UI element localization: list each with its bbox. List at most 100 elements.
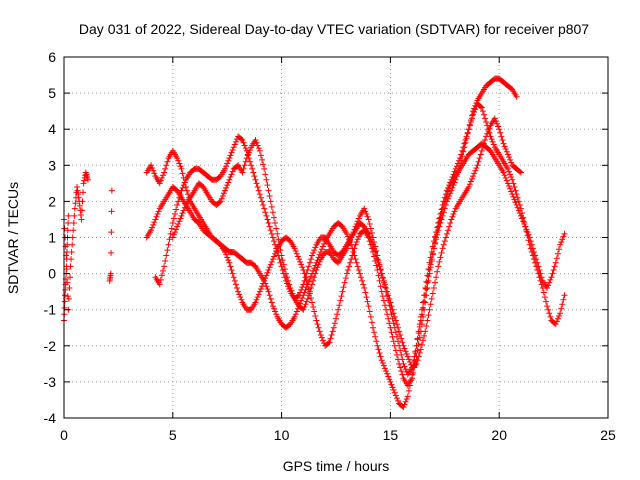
- data-point: [316, 258, 323, 265]
- data-point: [294, 253, 301, 260]
- data-point: [252, 137, 259, 144]
- data-point: [512, 199, 519, 206]
- y-tick-label: 5: [48, 85, 56, 101]
- data-point: [353, 259, 360, 266]
- data-point: [393, 333, 400, 340]
- data-point: [373, 252, 380, 259]
- data-point: [508, 174, 515, 181]
- data-point: [474, 162, 481, 169]
- data-point: [363, 211, 370, 218]
- data-point: [496, 126, 503, 133]
- data-point: [544, 303, 551, 310]
- data-point: [488, 136, 495, 143]
- data-point: [80, 189, 87, 196]
- data-point: [304, 266, 311, 273]
- data-point: [510, 193, 517, 200]
- data-point: [560, 296, 567, 303]
- data-point: [440, 209, 447, 216]
- data-point: [406, 359, 413, 366]
- data-point: [368, 319, 375, 326]
- data-point: [448, 187, 455, 194]
- data-point: [177, 215, 184, 222]
- data-point: [149, 224, 156, 231]
- data-point: [321, 240, 328, 247]
- data-point: [427, 301, 434, 308]
- data-point: [422, 299, 429, 306]
- x-tick-label: 10: [274, 427, 290, 443]
- data-point: [355, 233, 362, 240]
- data-point: [483, 118, 490, 125]
- y-tick-label: 3: [48, 157, 56, 173]
- data-point: [223, 184, 230, 191]
- data-point: [307, 273, 314, 280]
- data-point: [420, 313, 427, 320]
- data-point: [298, 286, 305, 293]
- data-point: [455, 165, 462, 172]
- data-point: [255, 145, 262, 152]
- data-point: [253, 180, 260, 187]
- data-point: [479, 144, 486, 151]
- data-point: [511, 196, 518, 203]
- data-point: [461, 144, 468, 151]
- data-point: [387, 378, 394, 385]
- data-point: [222, 187, 229, 194]
- data-point: [108, 208, 115, 215]
- data-point: [66, 285, 73, 292]
- data-point: [383, 285, 390, 292]
- data-point: [348, 256, 355, 263]
- data-point: [231, 277, 238, 284]
- data-point: [416, 323, 423, 330]
- data-point: [177, 163, 184, 170]
- data-point: [371, 245, 378, 252]
- data-point: [70, 227, 77, 234]
- data-point: [150, 221, 157, 228]
- data-point: [264, 216, 271, 223]
- data-point: [388, 381, 395, 388]
- data-point: [401, 363, 408, 370]
- data-point: [396, 328, 403, 335]
- data-point: [392, 392, 399, 399]
- data-point: [395, 338, 402, 345]
- data-point: [229, 270, 236, 277]
- data-point: [365, 303, 372, 310]
- data-point: [475, 158, 482, 165]
- data-point: [459, 147, 466, 154]
- data-point: [309, 252, 316, 259]
- data-point: [217, 198, 224, 205]
- data-point: [347, 237, 354, 244]
- data-point: [285, 277, 292, 284]
- data-point: [388, 303, 395, 310]
- data-point: [369, 241, 376, 248]
- data-point: [290, 293, 297, 300]
- data-point: [421, 298, 428, 305]
- data-point: [350, 248, 357, 255]
- data-point: [61, 298, 68, 305]
- data-point: [252, 299, 259, 306]
- data-point: [429, 290, 436, 297]
- y-tick-label: -3: [44, 374, 57, 390]
- data-point: [417, 346, 424, 353]
- data-point: [227, 174, 234, 181]
- data-point: [274, 230, 281, 237]
- data-point: [559, 301, 566, 308]
- data-point: [305, 292, 312, 299]
- data-point: [262, 275, 269, 282]
- data-point: [373, 338, 380, 345]
- data-point: [500, 169, 507, 176]
- data-point: [366, 233, 373, 240]
- data-point: [450, 211, 457, 218]
- data-point: [344, 242, 351, 249]
- data-point: [511, 183, 518, 190]
- data-point: [415, 330, 422, 337]
- data-point: [276, 241, 283, 248]
- data-point: [534, 259, 541, 266]
- data-point: [157, 276, 164, 283]
- data-point: [424, 285, 431, 292]
- data-point: [156, 281, 163, 288]
- data-point: [341, 279, 348, 286]
- data-point: [335, 306, 342, 313]
- data-point: [524, 229, 531, 236]
- data-point: [413, 342, 420, 349]
- data-point: [502, 174, 509, 181]
- data-point: [253, 139, 260, 146]
